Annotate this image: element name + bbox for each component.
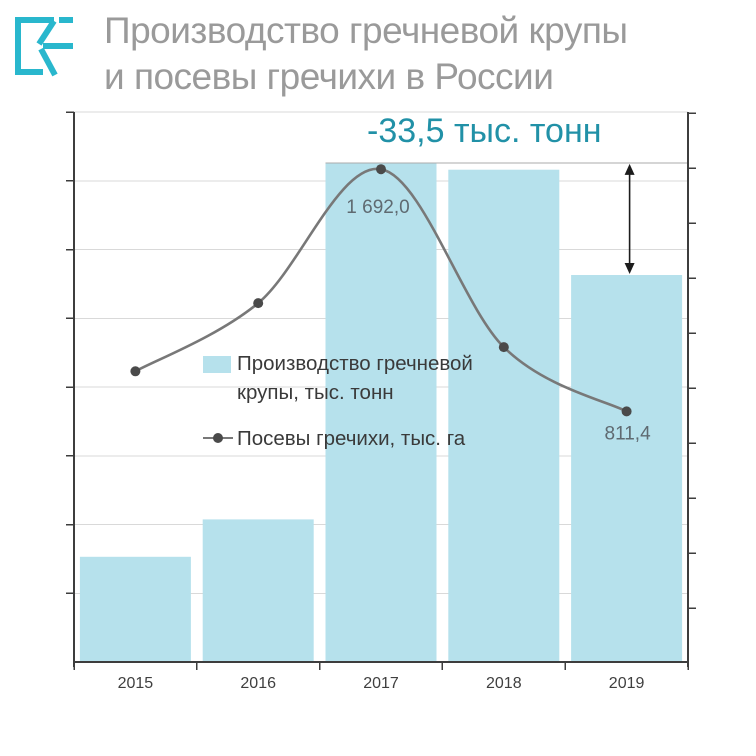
line-point-2017 bbox=[376, 164, 386, 175]
bar-2017 bbox=[325, 162, 437, 662]
line-point-2019 bbox=[621, 406, 632, 417]
year-label-2015: 2015 bbox=[118, 675, 154, 692]
line-point-2016 bbox=[253, 298, 264, 309]
bar-2018 bbox=[448, 169, 560, 662]
year-label-2016: 2016 bbox=[240, 675, 276, 692]
line-point-2015 bbox=[130, 366, 141, 377]
legend-label-sowing: Посевы гречихи, тыс. га bbox=[237, 427, 466, 450]
legend-item-production: Производство гречневой крупы, тыс. тонн bbox=[203, 349, 533, 407]
bar-2016 bbox=[202, 519, 314, 662]
delta-arrow-head-up bbox=[624, 163, 635, 175]
year-label-2018: 2018 bbox=[486, 675, 522, 692]
year-label-2019: 2019 bbox=[609, 675, 645, 692]
logo-diagonal-upper bbox=[36, 19, 57, 46]
bar-2019 bbox=[571, 275, 683, 662]
legend-bar-swatch-icon bbox=[203, 356, 231, 373]
legend-label-production: Производство гречневой крупы, тыс. тонн bbox=[237, 352, 473, 404]
point-label-2019: 811,4 bbox=[605, 423, 652, 444]
brand-logo bbox=[15, 17, 73, 77]
chart-legend: Производство гречневой крупы, тыс. тонн … bbox=[203, 349, 533, 453]
bar-2015 bbox=[79, 556, 191, 662]
page-title-line2: и посевы гречихи в России bbox=[104, 56, 554, 97]
delta-arrow-head-down bbox=[624, 262, 635, 274]
logo-diagonal-leg bbox=[38, 47, 58, 77]
brand-logo-strokes bbox=[15, 17, 73, 77]
delta-annotation: -33,5 тыс. тонн bbox=[367, 112, 602, 150]
year-label-2017: 2017 bbox=[363, 675, 399, 692]
legend-item-sowing: Посевы гречихи, тыс. га bbox=[203, 424, 533, 453]
line-point-2018 bbox=[498, 342, 509, 353]
legend-line-dot-icon bbox=[203, 424, 233, 453]
page-title: Производство гречневой крупы и посевы гр… bbox=[104, 8, 628, 100]
point-label-2017: 1 692,0 bbox=[346, 197, 409, 218]
page-title-line1: Производство гречневой крупы bbox=[104, 10, 628, 51]
